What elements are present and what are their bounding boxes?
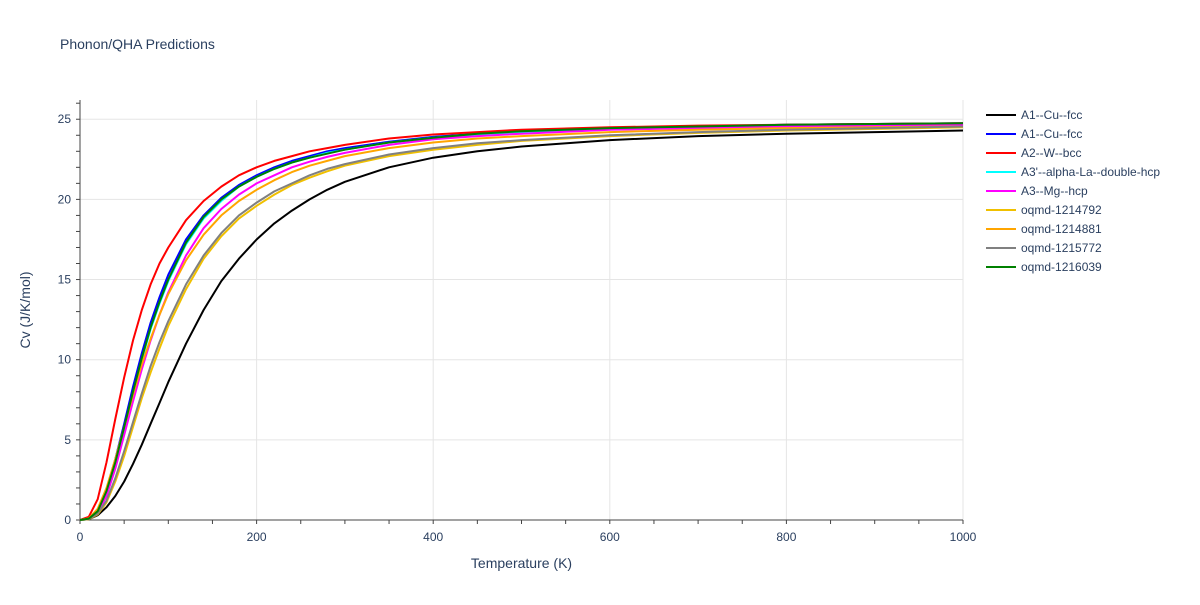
legend-label: oqmd-1214792 xyxy=(1021,203,1102,217)
series-layer xyxy=(79,122,964,521)
y-tick-label: 5 xyxy=(64,433,71,447)
legend-label: A1--Cu--fcc xyxy=(1021,127,1082,141)
legend-item[interactable]: oqmd-1214792 xyxy=(986,203,1102,217)
series-line-1 xyxy=(79,122,964,521)
legend-label: A3--Mg--hcp xyxy=(1021,184,1088,198)
x-axis-title: Temperature (K) xyxy=(471,555,572,571)
y-tick-label: 10 xyxy=(58,353,72,367)
legend-item[interactable]: A3'--alpha-La--double-hcp xyxy=(986,165,1160,179)
legend-label: oqmd-1214881 xyxy=(1021,222,1102,236)
x-tick-label: 800 xyxy=(776,530,796,544)
series-line-8 xyxy=(79,122,964,521)
legend[interactable]: A1--Cu--fcc A1--Cu--fcc A2--W--bcc A3'--alp… xyxy=(986,108,1160,274)
series-line-4 xyxy=(79,123,964,521)
y-tick-label: 20 xyxy=(58,192,72,206)
legend-label: A2--W--bcc xyxy=(1021,146,1081,160)
y-tick-label: 0 xyxy=(64,513,71,527)
legend-item[interactable]: oqmd-1216039 xyxy=(986,260,1102,274)
chart-title: Phonon/QHA Predictions xyxy=(60,36,215,52)
legend-label: oqmd-1216039 xyxy=(1021,260,1102,274)
y-axis-title: Cv (J/K/mol) xyxy=(17,272,33,349)
legend-label: A3'--alpha-La--double-hcp xyxy=(1021,165,1160,179)
legend-label: oqmd-1215772 xyxy=(1021,241,1102,255)
x-tick-label: 1000 xyxy=(950,530,977,544)
axis-layer: 0 200 400 600 800 1000 0 5 10 15 20 25 xyxy=(58,100,977,544)
x-tick-label: 600 xyxy=(600,530,620,544)
y-tick-label: 15 xyxy=(58,273,72,287)
y-tick-label: 25 xyxy=(58,112,72,126)
x-tick-label: 0 xyxy=(77,530,84,544)
legend-item[interactable]: A1--Cu--fcc xyxy=(986,127,1082,141)
series-line-2 xyxy=(79,122,964,521)
series-line-7 xyxy=(79,125,964,521)
series-line-6 xyxy=(79,125,964,521)
legend-label: A1--Cu--fcc xyxy=(1021,108,1082,122)
legend-item[interactable]: A3--Mg--hcp xyxy=(986,184,1088,198)
series-line-5 xyxy=(79,126,964,521)
series-line-0 xyxy=(79,129,964,521)
grid-layer xyxy=(80,100,964,520)
series-line-3 xyxy=(79,123,964,521)
x-tick-label: 400 xyxy=(423,530,443,544)
x-tick-label: 200 xyxy=(247,530,267,544)
legend-item[interactable]: A2--W--bcc xyxy=(986,146,1081,160)
legend-item[interactable]: oqmd-1215772 xyxy=(986,241,1102,255)
legend-item[interactable]: oqmd-1214881 xyxy=(986,222,1102,236)
legend-item[interactable]: A1--Cu--fcc xyxy=(986,108,1082,122)
